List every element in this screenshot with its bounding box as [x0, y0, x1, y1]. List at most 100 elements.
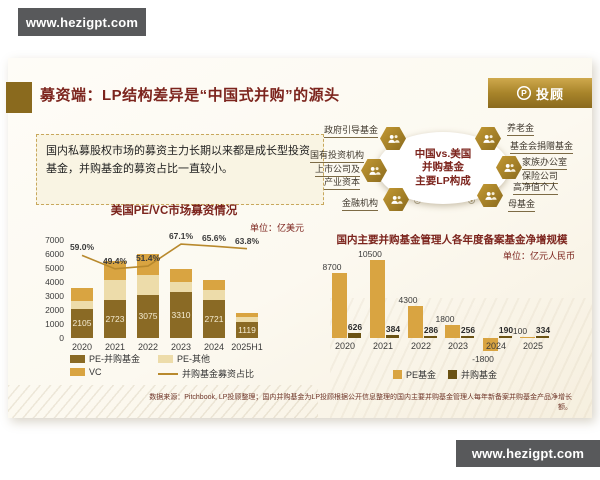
people-icon [502, 162, 517, 174]
bar-value-label: 286 [423, 324, 439, 335]
people-icon [367, 165, 382, 177]
cn-buyout-chart: 国内主要并购基金管理人各年度备案基金净增规模 单位：亿元人民币 8700 626 2… [315, 228, 589, 388]
pct-label: 51.4% [135, 253, 161, 264]
bar-segment: 3075 [137, 294, 159, 338]
page-title: 募资端：LP结构差异是“中国式并购”的源头 [40, 87, 340, 104]
legend-label: VC [89, 367, 102, 377]
legend-swatch [158, 354, 173, 363]
x-tick-label: 2020 [71, 342, 93, 352]
pe-fund-bar [483, 338, 498, 352]
pe-fund-bar [408, 306, 423, 338]
diagram-center-line: 中国vs.美国 [414, 147, 472, 160]
legend-swatch [70, 368, 85, 376]
pct-label: 63.8% [234, 235, 260, 246]
logo-banner: P 投顾 [488, 78, 592, 108]
legend-item: PE-并购基金 [70, 352, 140, 365]
chart-title: 美国PE/VC市场募资情况 [110, 205, 238, 217]
diagram-center-line: 并购基金 [422, 161, 464, 174]
bar-segment [236, 317, 258, 323]
x-tick-label: 2022 [410, 341, 432, 351]
watermark-text: www.hezigpt.com [25, 14, 139, 30]
x-tick-label: 2024 [485, 341, 507, 351]
buyout-fund-bar [499, 336, 512, 338]
bar-segment [170, 268, 192, 283]
legend-label: PE基金 [406, 370, 437, 380]
legend-item: 并购基金 [448, 368, 497, 381]
x-tick-label: 2023 [447, 341, 469, 351]
bar-segment [137, 274, 159, 295]
buyout-fund-bar [424, 335, 437, 338]
diagram-label-line: 母基金 [508, 199, 536, 212]
bar-value-label: 10500 [358, 249, 382, 259]
legend-swatch [158, 372, 178, 375]
legend-label: 并购基金募资占比 [182, 369, 255, 379]
diagram-lp-label: 国有投资机构 [309, 150, 364, 163]
y-tick-label: 5000 [45, 263, 64, 273]
diagram-lp-label: 基金会捐赠基金 [510, 141, 574, 154]
bar-value-label: 2723 [105, 313, 125, 324]
people-icon [386, 133, 401, 145]
bar-segment [203, 279, 225, 291]
diagram-lp-label: 母基金 [508, 199, 536, 212]
diagram-lp-label: 家族办公室 [522, 157, 568, 170]
bar-segment: 2723 [104, 299, 126, 338]
y-tick-label: 0 [59, 333, 64, 343]
pct-label: 49.4% [102, 255, 128, 266]
x-tick-label: 2020 [334, 341, 356, 351]
y-tick-label: 4000 [45, 277, 64, 287]
diagram-lp-label: 高净值个人 [513, 182, 559, 195]
lp-hexagon [383, 188, 409, 211]
pe-fund-bar [370, 260, 385, 338]
bar-segment: 1119 [236, 322, 258, 338]
pct-label: 67.1% [168, 231, 194, 242]
x-tick-label: 2022 [137, 342, 159, 352]
diagram-label-line: 上市公司及 [314, 164, 360, 177]
legend-label: 并购基金 [461, 370, 498, 380]
y-tick-label: 7000 [45, 235, 64, 245]
pe-fund-bar [520, 337, 535, 338]
buyout-fund-bar [536, 335, 549, 338]
svg-text:P: P [521, 88, 527, 98]
trend-line [81, 243, 248, 270]
diagram-lp-label: 金融机构 [341, 198, 378, 211]
legend-swatch [448, 370, 457, 379]
bar-segment [104, 279, 126, 300]
diagram-label-line: 养老金 [507, 123, 535, 136]
watermark-text: www.hezigpt.com [471, 446, 585, 461]
legend-item: PE-其他 [158, 352, 210, 365]
bar-segment [203, 290, 225, 300]
y-tick-label: 1000 [45, 319, 64, 329]
lp-structure-diagram: 中国vs.美国 并购基金 主要LP构成 政府引导基金 国有投资机构 上市公司及 产业资… [309, 112, 600, 224]
bar-value-label: 384 [385, 324, 401, 335]
slide-card [8, 58, 592, 418]
bar-value-label: 190 [498, 325, 514, 336]
bar-segment: 2105 [71, 308, 93, 338]
legend-swatch [70, 354, 85, 363]
bar-segment [236, 313, 258, 318]
x-tick-label: 2024 [203, 342, 225, 352]
bar-value-label: 2105 [72, 318, 92, 329]
diagram-lp-label: 政府引导基金 [323, 125, 378, 138]
diagram-label-line: 基金会捐赠基金 [510, 141, 574, 154]
chart-plot-area: 2105 2723 3075 3310 2721 1119 59.0% 49.4% 51.4% 6… [68, 231, 268, 338]
y-tick-label: 6000 [45, 249, 64, 259]
x-tick-label: 2021 [104, 342, 126, 352]
lp-hexagon [380, 127, 406, 150]
legend-item: 并购基金募资占比 [158, 367, 254, 380]
pe-fund-bar [445, 324, 460, 338]
diagram-lp-label: 保险公司 [522, 171, 559, 184]
diagram-label-line: 产业资本 [323, 177, 360, 190]
people-icon [481, 133, 496, 145]
y-tick-label: 3000 [45, 291, 64, 301]
y-tick-label: 2000 [45, 305, 64, 315]
lp-hexagon [361, 159, 387, 182]
diagram-label-line: 金融机构 [341, 198, 378, 211]
lp-hexagon [496, 156, 522, 179]
bar-segment: 2721 [203, 299, 225, 338]
bar-value-label: 100 [512, 326, 528, 336]
bar-value-label: 3310 [171, 309, 191, 320]
x-tick-label: 2025H1 [231, 342, 263, 352]
pct-label: 59.0% [69, 242, 95, 253]
bar-segment [137, 254, 159, 275]
